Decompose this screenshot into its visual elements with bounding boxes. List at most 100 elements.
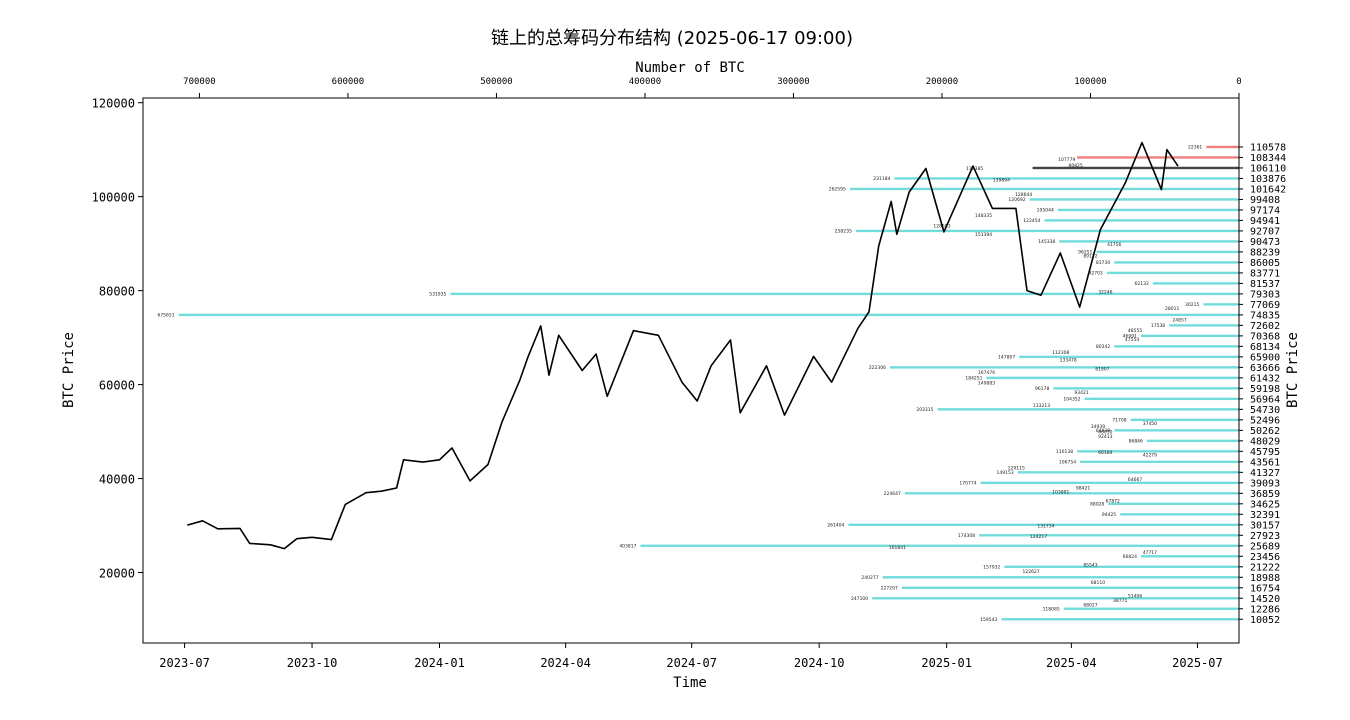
bar-annotation-22: 37450 [1143,421,1157,427]
right-tick-label-44: 12286 [1250,604,1280,615]
bar-annotation-31: 103891 [1052,490,1069,496]
right-tick-label-40: 21222 [1250,562,1280,573]
right-tick-label-3: 103876 [1250,174,1286,185]
volume-bar-35 [1120,513,1239,516]
volume-bar-value-23: 96178 [1035,386,1049,392]
right-tick-label-32: 39093 [1250,478,1280,489]
volume-bar-32 [980,481,1239,485]
bar-annotation-40: 51406 [1128,594,1142,600]
volume-bar-12 [1106,271,1239,275]
x-tick-label-3: 2024-04 [540,656,591,670]
bar-annotation-24: 46050 [1098,430,1112,436]
volume-bar-4 [849,187,1239,191]
bar-annotation-14: 47554 [1125,337,1139,343]
bar-annotation-1: 80825 [1068,163,1082,169]
top-tick-label-4: 300000 [777,77,810,87]
right-tick-label-25: 54730 [1250,405,1280,416]
bar-annotation-28: 129115 [1008,465,1025,471]
top-tick-label-0: 700000 [183,77,216,87]
right-tick-label-22: 61432 [1250,373,1280,384]
volume-bar-41 [882,576,1239,579]
volume-bar-24 [1084,397,1239,401]
volume-bar-23 [1053,387,1239,390]
right-tick-label-45: 10052 [1250,615,1280,626]
x-tick-label-0: 2023-07 [159,656,210,670]
right-tick-label-8: 92707 [1250,226,1280,237]
volume-bar-36 [848,523,1239,527]
volume-bar-value-11: 83730 [1096,260,1110,266]
right-tick-label-17: 72602 [1250,321,1280,332]
bar-annotation-42: 68027 [1083,602,1097,608]
bar-annotation-5: 148335 [975,213,992,219]
volume-bar-value-5: 120692 [1008,197,1025,203]
volume-bar-value-17: 17538 [1151,323,1165,329]
bar-annotation-25: 92413 [1098,434,1112,440]
y-tick-label-0: 20000 [99,567,135,581]
bar-annotation-32: 67872 [1106,499,1120,505]
volume-bar-labels: 22361 231184 262595 120692 105044 122454 25823… [157,144,1202,622]
right-tick-label-37: 27923 [1250,531,1280,542]
bar-annotation-7: 151394 [975,232,992,238]
plot-frame [142,97,1240,644]
volume-bar-26 [1130,418,1239,422]
volume-bar-value-39: 66824 [1123,554,1137,560]
x-tick-label-6: 2025-01 [921,656,972,670]
y-tick-label-3: 80000 [99,285,135,299]
right-tick-label-21: 63666 [1250,363,1280,374]
right-tick-label-42: 16754 [1250,583,1280,594]
x-tick-label-2: 2024-01 [414,656,465,670]
volume-bar-22 [986,376,1239,380]
volume-bar-17 [1169,324,1239,327]
bar-annotation-18: 167476 [978,370,995,376]
volume-bar-value-26: 71708 [1112,417,1126,423]
right-tick-label-39: 23456 [1250,552,1280,563]
right-tick-label-9: 90473 [1250,237,1280,248]
top-tick-label-6: 100000 [1074,77,1107,87]
volume-bar-30 [1080,460,1239,464]
volume-bar-3 [894,177,1239,180]
volume-bar-value-6: 105044 [1037,207,1054,213]
volume-bar-value-15: 30215 [1185,302,1199,308]
volume-bar-value-12: 92703 [1088,270,1102,276]
volume-bar-7 [1044,219,1239,222]
volume-bar-14 [450,292,1239,296]
volume-bar-9 [1059,240,1239,243]
x-tick-label-1: 2023-10 [287,656,338,670]
bar-annotation-36: 47717 [1143,550,1157,556]
volume-bar-value-9: 145338 [1038,239,1055,245]
volume-bar-29 [1077,450,1239,453]
volume-bar-value-13: 62132 [1135,281,1149,287]
volume-bar-13 [1152,282,1239,285]
volume-bar-33 [904,492,1239,495]
bar-annotation-41: 38771 [1113,598,1127,604]
right-tick-label-11: 86005 [1250,258,1280,269]
volume-bar-27 [1114,429,1239,432]
volume-bar-value-8: 258235 [835,228,852,234]
volume-bar-value-3: 231184 [873,176,890,182]
volume-bar-6 [1057,208,1239,212]
bar-annotation-3: 139894 [993,177,1010,183]
volume-bar-value-24: 104352 [1063,396,1080,402]
volume-bar-value-14: 531935 [429,291,446,297]
volume-bar-18 [1140,334,1239,338]
right-tick-label-38: 25689 [1250,541,1280,552]
volume-bar-value-33: 224647 [884,491,901,497]
volume-bar-value-41: 240277 [861,575,878,581]
chart-title: 链上的总筹码分布结构 (2025-06-17 09:00) [491,28,853,49]
top-tick-label-1: 600000 [332,77,365,87]
volume-bar-21 [890,366,1239,369]
x-axis-label: Time [673,675,707,691]
bar-annotation-38: 122627 [1022,569,1039,575]
x-tick-label-8: 2025-07 [1172,656,1223,670]
bar-annotation-37: 85543 [1083,563,1097,569]
right-tick-label-36: 30157 [1250,520,1280,531]
volume-bar-8 [855,229,1239,233]
volume-bar-value-22: 184251 [965,375,982,381]
axes: 1105781083441061101038761016429940897174… [92,77,1286,670]
volume-bar-45 [1001,618,1239,621]
right-tick-label-27: 50262 [1250,426,1280,437]
volume-bar-value-36: 261404 [827,522,844,528]
y-tick-label-1: 40000 [99,473,135,487]
bar-annotation-11: 28011 [1165,306,1179,312]
